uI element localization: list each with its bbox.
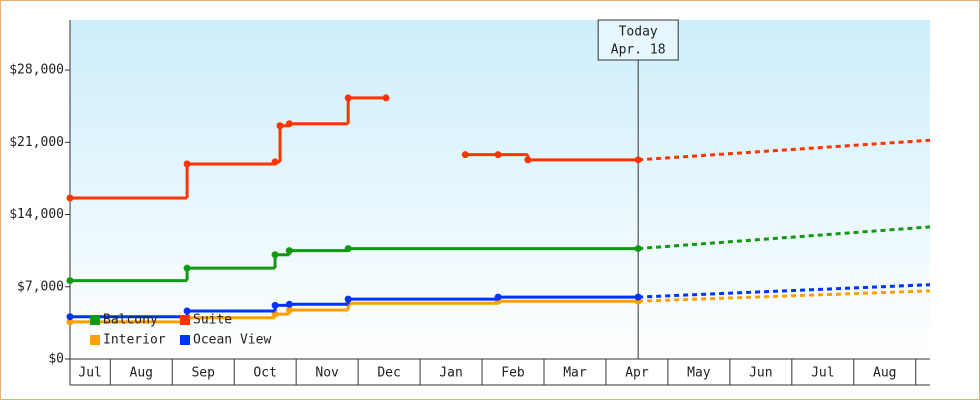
legend-label: Balcony [103,313,158,328]
forecast-line [638,138,931,162]
x-tick-label: Aug [130,366,153,381]
today-title: Today [619,25,658,40]
x-tick-label: Aug [873,366,896,381]
price-point [183,264,191,272]
price-point [285,300,293,308]
x-tick-label: Oct [253,366,276,381]
legend-label: Ocean View [193,333,271,348]
legend-swatch [180,335,190,345]
plot-area [70,20,930,359]
price-point [285,120,293,128]
y-tick-label: $14,000 [9,207,64,222]
price-point [271,158,279,166]
price-point [524,156,532,164]
x-tick-label: Apr [625,366,649,381]
price-point [494,293,502,301]
price-point [461,151,469,159]
legend-label: Suite [193,313,232,328]
price-point [66,277,74,285]
legend-swatch [90,315,100,325]
x-tick-label: Feb [501,366,525,381]
forecast-line [638,283,931,299]
forecast-line [638,225,931,251]
price-point [66,313,74,321]
price-point [66,318,74,326]
x-tick-label: May [687,366,711,381]
today-box [597,19,679,61]
price-point [276,122,284,130]
price-point [285,306,293,314]
x-tick-label: Dec [377,366,400,381]
y-tick-label: $0 [48,352,64,367]
price-point [494,151,502,159]
forecast-line [638,289,931,303]
price-point [344,94,352,102]
y-tick-label: $7,000 [17,279,64,294]
x-tick-label: Jul [811,366,834,381]
legend-label: Interior [103,333,166,348]
price-point [271,251,279,259]
y-tick-label: $21,000 [9,135,64,150]
price-point [66,194,74,202]
x-tick-label: Mar [563,366,587,381]
price-point [382,94,390,102]
today-date: Apr. 18 [611,43,666,58]
x-tick-label: Jan [439,366,462,381]
price-point [183,160,191,168]
price-point [183,307,191,315]
x-tick-label: Sep [191,366,215,381]
price-point [271,301,279,309]
x-tick-label: Jul [78,366,101,381]
price-point [344,245,352,253]
y-tick-label: $28,000 [9,63,64,78]
price-point [285,247,293,255]
x-tick-label: Nov [315,366,339,381]
legend-swatch [90,335,100,345]
price-point [344,295,352,303]
legend-swatch [180,315,190,325]
x-tick-label: Jun [749,366,772,381]
